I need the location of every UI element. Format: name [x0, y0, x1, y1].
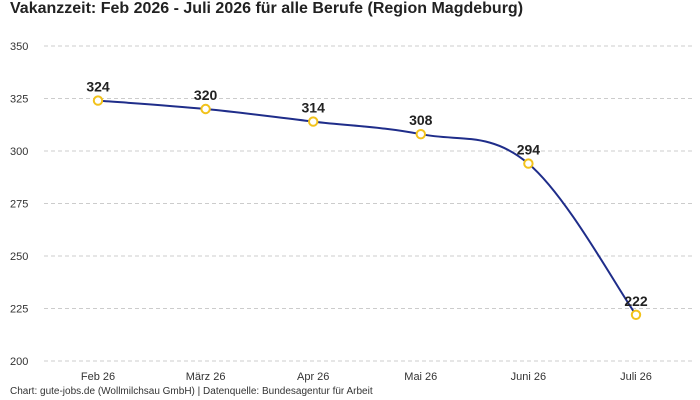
data-label: 314 [302, 100, 326, 116]
data-point-marker [523, 158, 534, 169]
y-tick-label: 325 [10, 94, 28, 106]
data-label: 222 [624, 293, 648, 309]
data-label: 324 [86, 79, 110, 95]
data-point-marker [630, 309, 642, 320]
x-tick-label: Juli 26 [620, 371, 652, 383]
y-tick-label: 200 [10, 356, 28, 368]
data-label: 320 [194, 87, 218, 103]
data-label: 308 [409, 112, 433, 128]
x-tick-label: März 26 [186, 371, 226, 383]
x-tick-label: Feb 26 [81, 371, 115, 383]
data-point-marker [92, 95, 104, 106]
grid-lines [44, 45, 692, 362]
y-tick-label: 350 [10, 41, 28, 53]
data-points [92, 95, 642, 320]
data-label: 294 [517, 142, 541, 158]
series-line-path [97, 99, 637, 316]
x-axis: Feb 26 März 26 Apr 26 Mai 26 Juni 26 Juli 26 [81, 371, 652, 383]
data-point-marker [308, 116, 319, 127]
x-tick-label: Apr 26 [297, 371, 329, 383]
y-tick-label: 275 [10, 199, 28, 211]
chart-title: Vakanzzeit: Feb 2026 - Juli 2026 für all… [10, 0, 524, 17]
data-point-marker [415, 129, 426, 140]
y-axis: 200 225 250 275 300 325 350 [10, 41, 28, 368]
chart-source-footer: Chart: gute-jobs.de (Wollmilchsau GmbH) … [10, 386, 373, 397]
data-point-marker [200, 103, 211, 115]
data-labels: 324 320 314 308 294 222 [86, 79, 648, 309]
y-tick-label: 250 [10, 251, 28, 263]
y-tick-label: 225 [10, 304, 28, 316]
series-line [97, 99, 637, 316]
x-tick-label: Juni 26 [511, 371, 546, 383]
x-tick-label: Mai 26 [404, 371, 437, 383]
y-tick-label: 300 [10, 146, 28, 158]
